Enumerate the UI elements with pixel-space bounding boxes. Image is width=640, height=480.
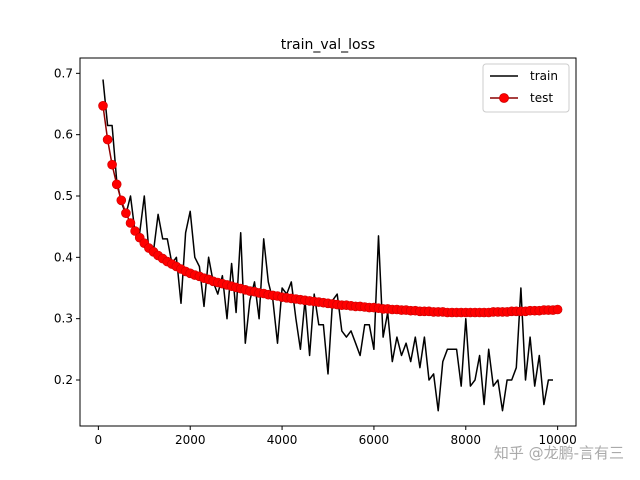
y-tick-label: 0.4 — [54, 250, 73, 264]
legend-test-label: test — [530, 91, 553, 105]
series-test-point — [125, 218, 136, 228]
legend-train-label: train — [530, 69, 558, 83]
x-tick-label: 10000 — [539, 433, 577, 447]
legend: train test — [482, 63, 570, 113]
plot-area: 0 2000 4000 6000 8000 10000 0.20.30.40.50.60.… — [54, 57, 577, 447]
x-tick-label: 0 — [95, 433, 103, 447]
y-tick-label: 0.7 — [54, 66, 73, 80]
series-layer — [98, 79, 563, 412]
series-test-point — [121, 208, 131, 218]
y-tick-label: 0.5 — [54, 189, 73, 203]
series-test-point — [107, 159, 117, 170]
y-tick-label: 0.3 — [54, 312, 73, 326]
x-axis-ticks: 0 2000 4000 6000 8000 10000 — [95, 426, 577, 447]
x-tick-label: 6000 — [359, 433, 390, 447]
series-test-point — [111, 179, 122, 190]
x-tick-label: 8000 — [451, 433, 482, 447]
series-test-point — [102, 134, 113, 145]
x-tick-label: 4000 — [267, 433, 298, 447]
series-test-point — [98, 101, 108, 111]
y-axis-ticks: 0.2 0.3 0.4 0.5 0.6 0.7 — [54, 66, 80, 387]
y-tick-label: 0.6 — [54, 128, 73, 142]
watermark: 知乎 @龙鹏-言有三 — [494, 444, 624, 462]
series-test-point — [552, 304, 563, 315]
legend-test-swatch-marker — [499, 93, 509, 103]
y-tick-label: 0.2 — [54, 373, 73, 387]
chart-title: train_val_loss — [281, 37, 375, 53]
x-tick-label: 2000 — [175, 433, 206, 447]
series-test-point — [130, 226, 140, 236]
series-test-point — [116, 195, 127, 206]
